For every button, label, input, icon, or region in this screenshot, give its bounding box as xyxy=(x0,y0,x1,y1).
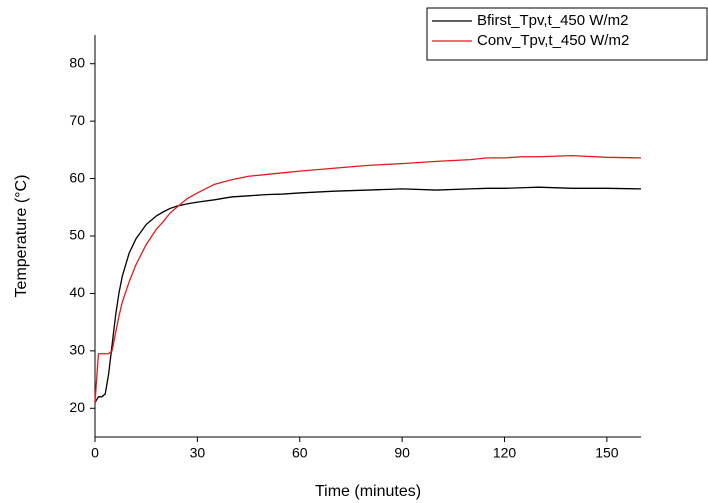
legend-box xyxy=(426,7,708,61)
y-tick-label: 50 xyxy=(69,227,85,243)
data-line xyxy=(94,154,642,403)
y-tick-label: 70 xyxy=(69,112,85,128)
x-tick-label: 0 xyxy=(91,445,99,461)
y-tick-label: 30 xyxy=(69,342,85,358)
y-tick-label: 80 xyxy=(69,54,85,70)
x-tick-label: 90 xyxy=(394,445,410,461)
data-line xyxy=(94,186,642,403)
y-tick-label: 20 xyxy=(69,399,85,415)
x-tick-label: 150 xyxy=(595,445,619,461)
x-tick-label: 30 xyxy=(190,445,206,461)
legend-label: Conv_Tpv,t_450 W/m2 xyxy=(477,32,629,49)
x-axis-label: Time (minutes) xyxy=(315,483,421,500)
y-tick-label: 60 xyxy=(69,169,85,185)
legend-label: Bfirst_Tpv,t_450 W/m2 xyxy=(477,12,628,29)
x-tick-label: 60 xyxy=(292,445,308,461)
y-axis-label: Temperature (°C) xyxy=(13,175,30,298)
x-tick-label: 120 xyxy=(493,445,517,461)
y-tick-label: 40 xyxy=(69,284,85,300)
